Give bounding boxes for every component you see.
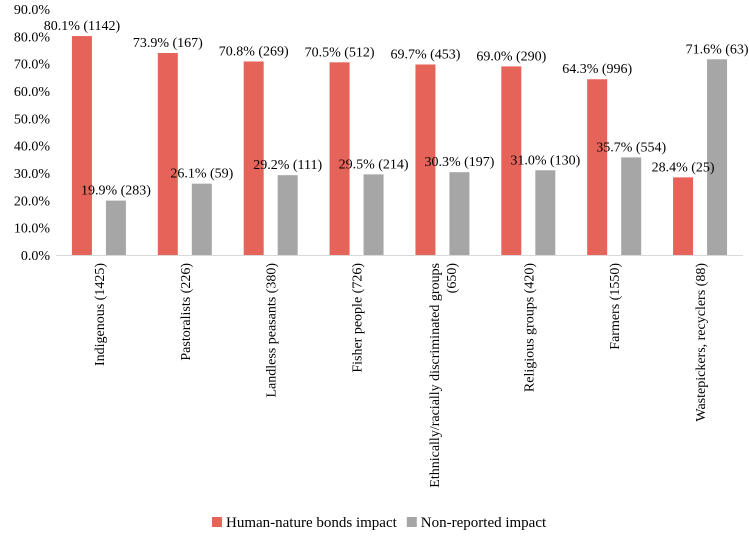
bar: [105, 200, 126, 255]
y-tick-label: 40.0%: [14, 140, 51, 155]
category-label: Indigenous (1425): [93, 263, 108, 366]
data-label: 70.5% (512): [305, 45, 375, 60]
data-label: 71.6% (63): [686, 42, 749, 57]
bar: [243, 61, 264, 256]
bar: [621, 157, 642, 255]
category-label: Ethnically/racially discriminated groups: [428, 263, 443, 488]
y-tick-label: 20.0%: [14, 194, 51, 209]
category-label: Fisher people (726): [351, 263, 366, 373]
bar: [707, 59, 728, 255]
legend: Human-nature bonds impact Non-reported im…: [212, 515, 547, 531]
bar: [449, 172, 470, 255]
data-label: 28.4% (25): [652, 160, 715, 175]
legend-swatch: [212, 517, 222, 527]
category-label: Farmers (1550): [608, 263, 623, 350]
legend-label: Non-reported impact: [421, 515, 547, 531]
category-label: Landless peasants (380): [265, 263, 280, 398]
y-tick-label: 80.0%: [14, 30, 51, 45]
bar: [277, 175, 298, 255]
category-label: (650): [445, 263, 460, 294]
bar: [501, 66, 522, 256]
data-label: 30.3% (197): [424, 155, 494, 170]
bar: [415, 64, 436, 255]
bar: [363, 174, 384, 255]
data-label: 29.2% (111): [253, 158, 322, 173]
y-tick-label: 30.0%: [14, 167, 51, 182]
y-tick-label: 70.0%: [14, 58, 51, 73]
bar: [535, 170, 556, 255]
data-label: 69.7% (453): [390, 47, 460, 62]
y-tick-label: 0.0%: [21, 249, 51, 264]
x-axis: Indigenous (1425) Pastoralists (226) Landl…: [56, 255, 743, 488]
y-axis: 0.0% 10.0% 20.0% 30.0% 40.0% 50.0% 60.0% 70.0% 8…: [14, 3, 51, 264]
category-label: Pastoralists (226): [179, 263, 194, 361]
data-label: 35.7% (554): [596, 140, 666, 155]
bars: [71, 36, 728, 256]
legend-swatch: [406, 517, 417, 527]
data-labels: 80.1% (1142) 73.9% (167) 70.8% (269) 70.5% …: [44, 19, 749, 199]
category-label: Wastepickers, recyclers (88): [694, 263, 709, 422]
data-label: 69.0% (290): [476, 49, 546, 64]
y-tick-label: 10.0%: [14, 222, 51, 237]
y-tick-label: 50.0%: [14, 112, 51, 127]
data-label: 80.1% (1142): [44, 19, 121, 34]
data-label: 19.9% (283): [81, 184, 151, 199]
category-label: Religious groups (420): [522, 263, 537, 392]
data-label: 70.8% (269): [219, 44, 289, 59]
bar: [329, 62, 350, 255]
data-label: 31.0% (130): [510, 153, 580, 168]
y-tick-label: 90.0%: [14, 3, 51, 18]
bar: [157, 53, 178, 255]
data-label: 73.9% (167): [133, 36, 203, 51]
bar: [673, 177, 694, 255]
data-label: 29.5% (214): [339, 157, 409, 172]
legend-label: Human-nature bonds impact: [226, 515, 398, 531]
data-label: 26.1% (59): [170, 167, 233, 182]
bar: [587, 79, 608, 255]
bar: [191, 183, 212, 255]
bar: [71, 36, 92, 256]
y-tick-label: 60.0%: [14, 85, 51, 100]
data-label: 64.3% (996): [562, 62, 632, 77]
